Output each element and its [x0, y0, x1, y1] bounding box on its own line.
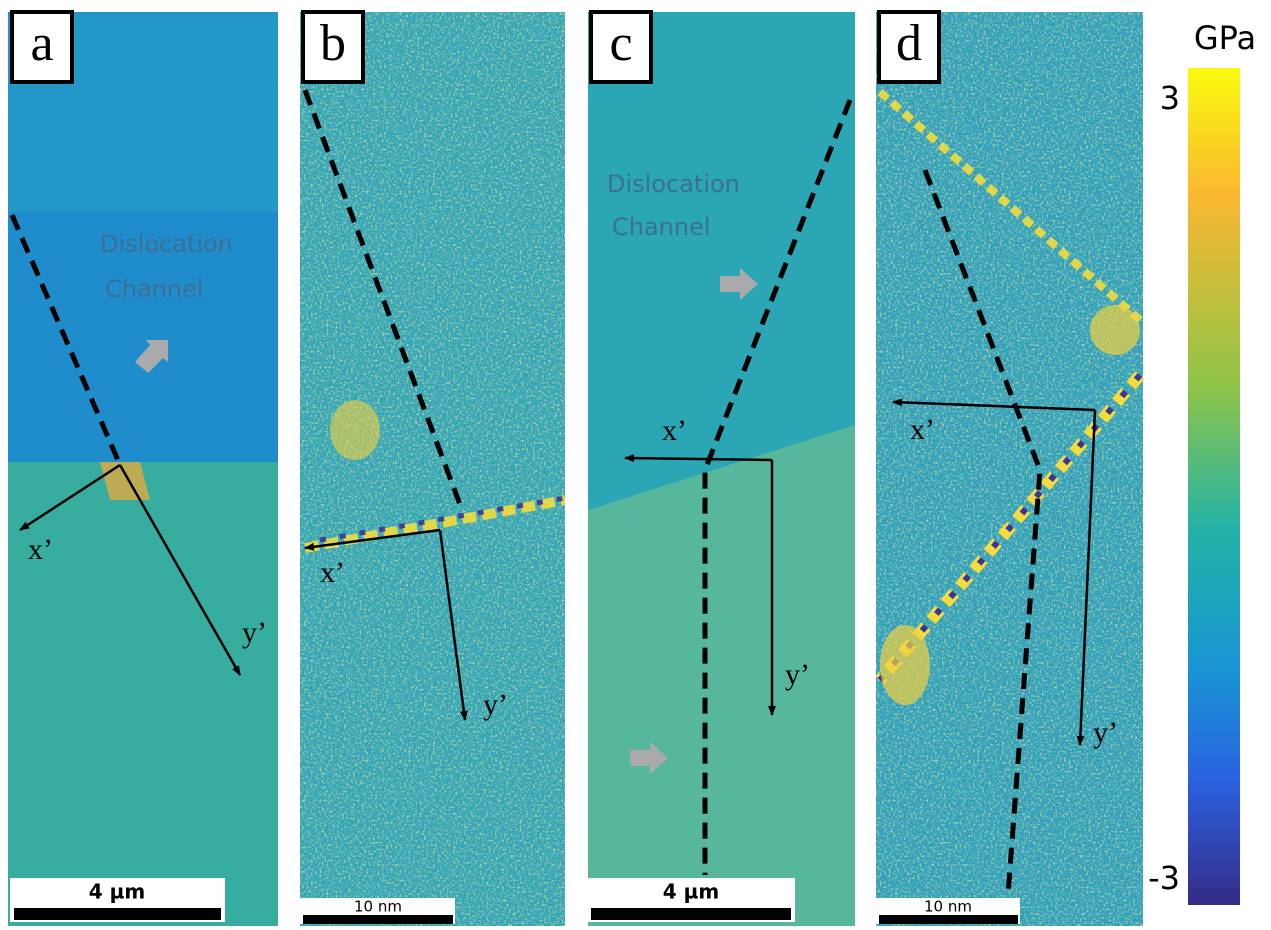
annotation: Dislocation: [607, 170, 740, 198]
panel-label: d: [896, 15, 922, 72]
scale-bar-label: 4 µm: [89, 880, 145, 904]
annotation: Dislocation: [100, 230, 233, 258]
panel-a: [8, 12, 278, 926]
colorbar-unit: GPa: [1194, 19, 1256, 57]
panel-b: [300, 12, 565, 926]
colorbar-tick-label: -3: [1148, 859, 1180, 897]
colorbar-tick-label: 3: [1160, 79, 1180, 117]
annotation: Channel: [612, 213, 711, 241]
axis-label: y’: [483, 688, 508, 721]
panel-label: b: [320, 15, 346, 72]
scale-bar-label: 10 nm: [354, 898, 402, 916]
colorbar-ticks: 3 -3: [1148, 79, 1180, 897]
figure: a b c d Dislocation Channel Dislocation …: [0, 0, 1271, 926]
axis-label: x’: [320, 556, 345, 589]
axis-label: x’: [910, 413, 935, 446]
axis-label: y’: [785, 658, 810, 691]
scale-bar-label: 10 nm: [924, 898, 972, 916]
axis-label: x’: [662, 414, 687, 447]
axis-label: y’: [1093, 716, 1118, 749]
panel-label: a: [30, 15, 53, 72]
panel-c: [588, 12, 855, 926]
annotation: Channel: [105, 275, 204, 303]
axis-label: y’: [242, 616, 267, 649]
colorbar: [1188, 68, 1240, 905]
panel-label: c: [609, 15, 632, 72]
axis-label: x’: [28, 533, 53, 566]
scale-bar-label: 4 µm: [663, 880, 719, 904]
panel-d: [876, 12, 1143, 926]
